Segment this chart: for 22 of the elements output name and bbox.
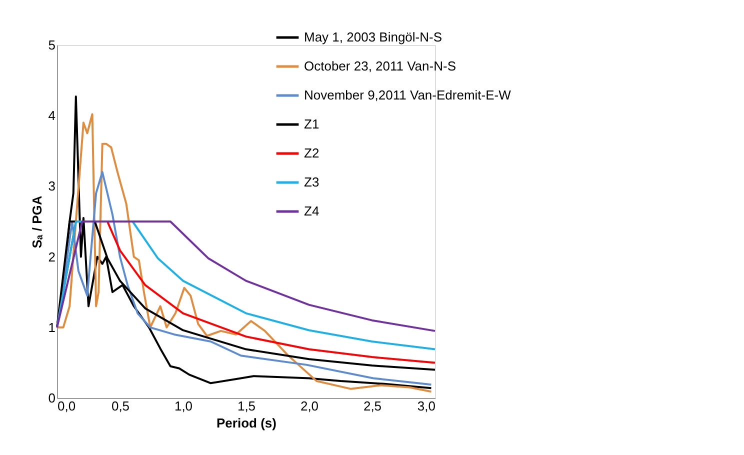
legend-label: November 9,2011 Van-Edremit-E-W	[304, 88, 512, 102]
x-tick-label: 1,5	[237, 398, 256, 414]
x-axis-title: Period (s)	[216, 416, 276, 430]
legend-label: Z2	[304, 146, 320, 160]
y-tick-label: 5	[48, 38, 56, 52]
legend-label: October 23, 2011 Van-N-S	[304, 58, 456, 74]
x-tick-label: 0,5	[111, 398, 130, 414]
legend-label: Z3	[304, 174, 320, 190]
legend-label: May 1, 2003 Bingöl-N-S	[304, 30, 442, 44]
y-tick-label: 4	[48, 108, 56, 124]
y-tick-label: 2	[48, 249, 56, 264]
x-tick-label: 2,5	[363, 398, 382, 414]
y-tick-label: 1	[48, 320, 56, 335]
x-tick-label: 1,0	[174, 398, 193, 414]
y-tick-label: 3	[48, 178, 56, 194]
x-tick-label: 3,0	[417, 398, 436, 414]
legend-label: Z1	[304, 116, 320, 132]
y-tick-label: 0	[48, 390, 56, 406]
y-axis-title: Sₐ / PGA	[29, 195, 44, 248]
x-tick-label: 2,0	[300, 398, 319, 414]
x-tick-label: 0,0	[58, 398, 76, 414]
legend-label: Z4	[304, 204, 320, 218]
